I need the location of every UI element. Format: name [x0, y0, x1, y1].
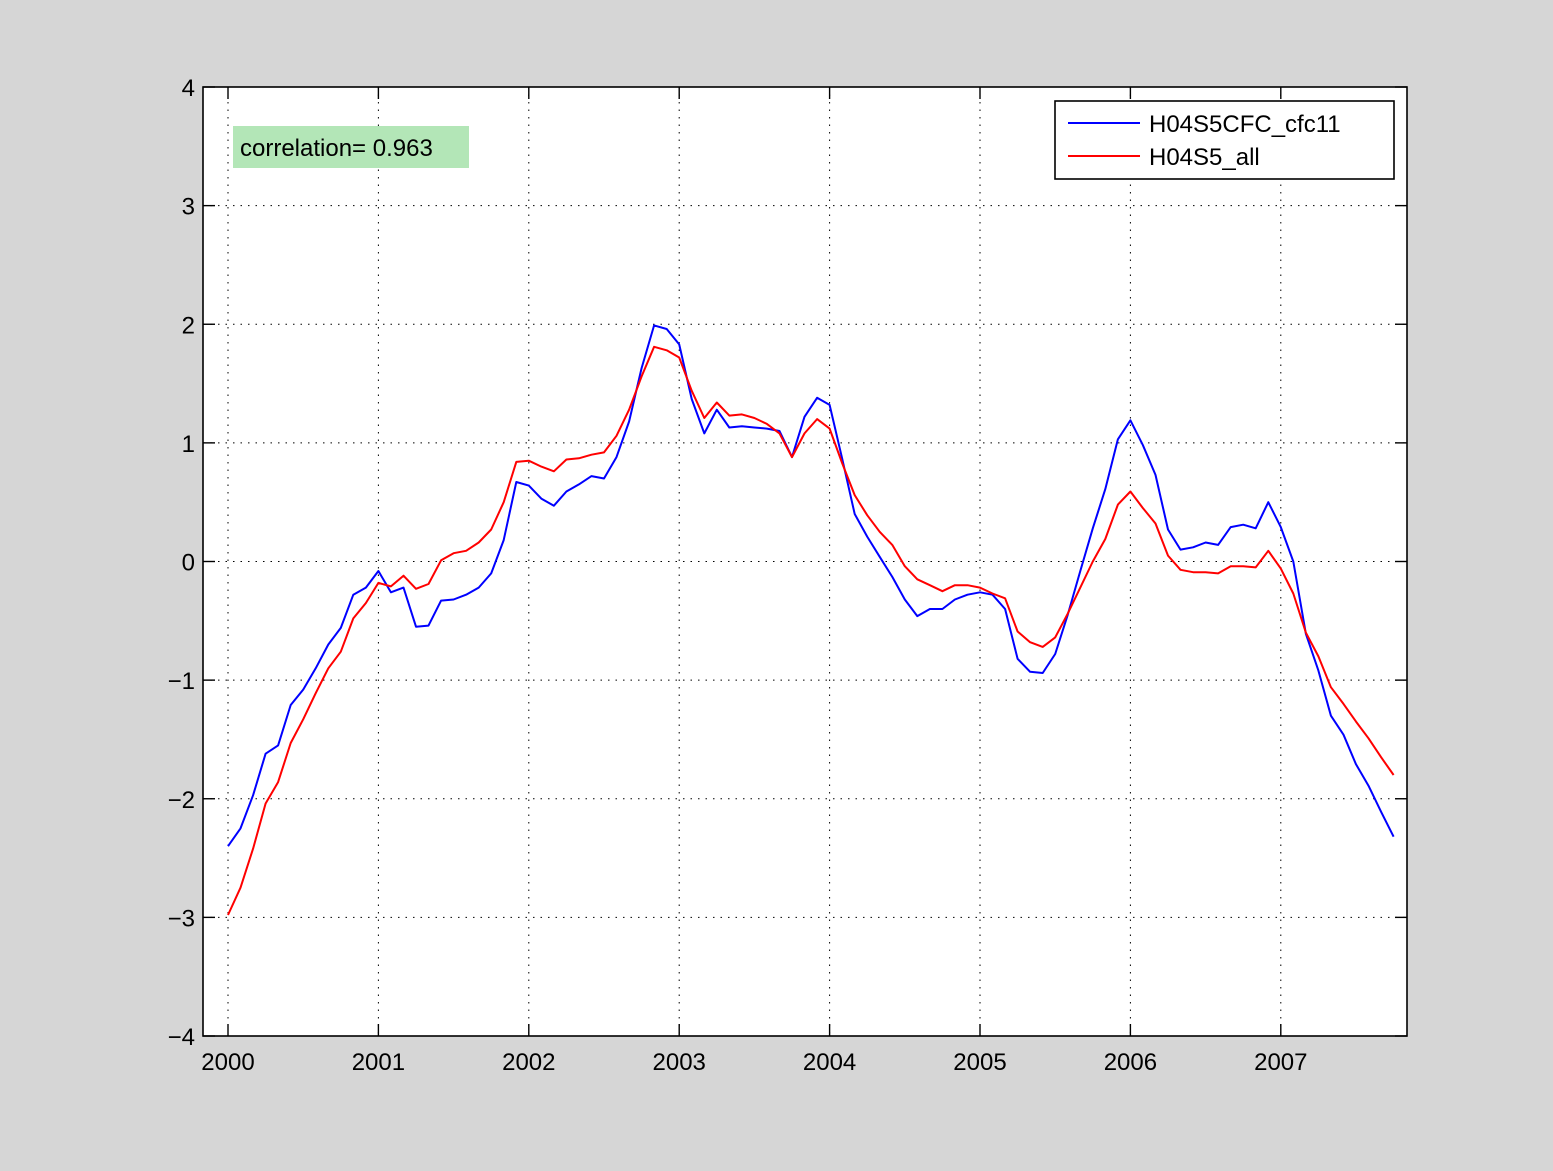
y-tick-label: 4	[182, 75, 195, 102]
series-line-2	[227, 345, 1395, 916]
y-tick-label: −1	[168, 668, 195, 695]
x-tick-label: 2005	[953, 1049, 1006, 1076]
y-tick-label: 2	[182, 312, 195, 339]
x-tick-label: 2004	[803, 1049, 856, 1076]
y-tick-label: 1	[182, 431, 195, 458]
annotation-box	[233, 126, 469, 168]
y-tick-label: −3	[168, 905, 195, 932]
series-line-1	[227, 324, 1395, 847]
x-tick-label: 2007	[1254, 1049, 1307, 1076]
legend-box	[1054, 100, 1395, 180]
x-tick-label: 2002	[502, 1049, 555, 1076]
series-lines	[227, 324, 1395, 916]
correlation-annotation: correlation= 0.963	[233, 126, 469, 168]
y-tick-label: 3	[182, 194, 195, 221]
annotation-text: correlation= 0.963	[240, 135, 433, 162]
legend: H04S5CFC_cfc11 H04S5_all	[1054, 100, 1395, 180]
axis-ticks	[203, 86, 1407, 1037]
x-tick-label: 2001	[352, 1049, 405, 1076]
tick-labels: 2000 2001 2002 2003 2004 2005 2006 2007 −4 −3 −2 −1…	[168, 75, 1308, 1076]
y-tick-label: 0	[182, 550, 195, 577]
legend-label-series-2: H04S5_all	[1149, 144, 1260, 171]
legend-label-series-1: H04S5CFC_cfc11	[1149, 111, 1341, 138]
y-tick-label: −2	[168, 787, 195, 814]
x-tick-label: 2006	[1104, 1049, 1157, 1076]
x-tick-label: 2003	[653, 1049, 706, 1076]
y-tick-label: −4	[168, 1024, 195, 1051]
grid-lines	[203, 86, 1407, 1037]
axes-background	[203, 87, 1407, 1036]
x-tick-label: 2000	[201, 1049, 254, 1076]
